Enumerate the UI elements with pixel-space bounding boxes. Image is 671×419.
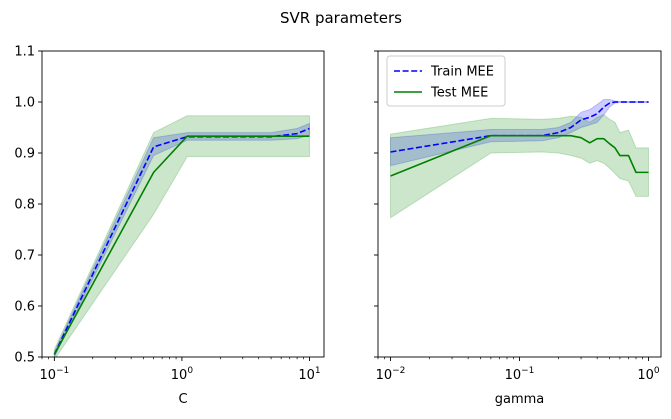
series-line-test-mee: [53, 135, 310, 355]
x-tick-label: 10−2: [376, 366, 406, 383]
x-axis-label: C: [178, 392, 187, 407]
y-tick-label: 0.5: [14, 351, 35, 366]
subplot-gamma: 10−2 10−1 100 gamma Train MEE Test MEE: [374, 50, 662, 407]
plot-area: [390, 98, 649, 219]
band-test-mee: [390, 114, 649, 219]
legend-label: Test MEE: [430, 86, 488, 101]
subplot-c: 0.5 0.6 0.7 0.8 0.9 1.0 1.1 10−1 100 101 C: [14, 45, 325, 407]
x-tick-label: 10−1: [505, 366, 535, 383]
legend-label: Train MEE: [430, 65, 494, 80]
x-tick-label: 100: [637, 366, 660, 383]
plot-area: [53, 115, 310, 357]
y-tick-label: 1.1: [14, 45, 35, 60]
x-tick-label: 100: [171, 366, 194, 383]
legend: Train MEE Test MEE: [386, 55, 506, 107]
figure-title: SVR parameters: [280, 9, 402, 27]
band-train-mee: [53, 122, 310, 357]
y-tick-label: 0.9: [14, 147, 35, 162]
series-line-test-mee: [390, 134, 649, 177]
y-tick-label: 0.7: [14, 249, 35, 264]
series-line-train-mee: [390, 101, 649, 153]
x-tick-label: 10−1: [39, 366, 69, 383]
x-tick-label: 101: [298, 366, 320, 383]
y-tick-label: 0.8: [14, 198, 35, 213]
y-tick-label: 1.0: [14, 96, 35, 111]
x-axis-label: gamma: [495, 392, 545, 407]
band-test-mee: [53, 115, 310, 357]
y-tick-label: 0.6: [14, 300, 35, 315]
legend-frame: [386, 55, 506, 107]
